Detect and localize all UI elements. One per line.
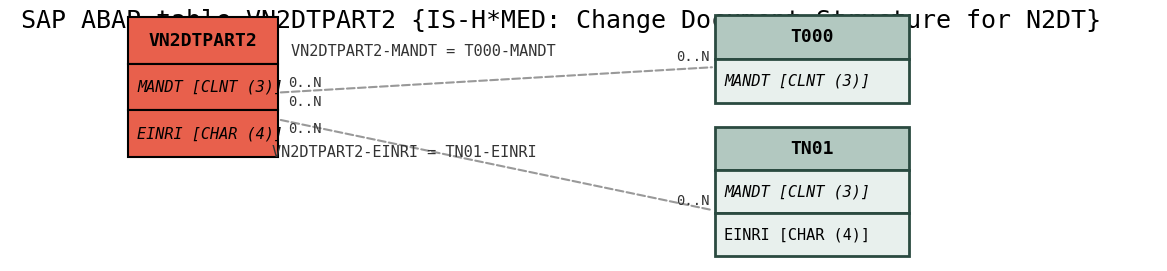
Text: EINRI [CHAR (4)]: EINRI [CHAR (4)]	[725, 227, 871, 242]
Text: 0..N: 0..N	[288, 122, 321, 136]
Text: EINRI [CHAR (4)]: EINRI [CHAR (4)]	[138, 126, 284, 141]
FancyBboxPatch shape	[127, 111, 278, 157]
FancyBboxPatch shape	[714, 15, 909, 59]
FancyBboxPatch shape	[714, 170, 909, 213]
Text: MANDT [CLNT (3)]: MANDT [CLNT (3)]	[725, 74, 871, 89]
Text: 0..N: 0..N	[677, 194, 710, 208]
FancyBboxPatch shape	[714, 213, 909, 256]
FancyBboxPatch shape	[714, 127, 909, 170]
FancyBboxPatch shape	[127, 18, 278, 64]
Text: SAP ABAP table VN2DTPART2 {IS-H*MED: Change Document Structure for N2DT}: SAP ABAP table VN2DTPART2 {IS-H*MED: Cha…	[21, 9, 1100, 33]
Text: MANDT [CLNT (3)]: MANDT [CLNT (3)]	[725, 184, 871, 199]
Text: T000: T000	[790, 28, 833, 46]
FancyBboxPatch shape	[714, 59, 909, 103]
Text: MANDT [CLNT (3)]: MANDT [CLNT (3)]	[138, 80, 284, 95]
Text: 0..N: 0..N	[288, 76, 321, 90]
Text: TN01: TN01	[790, 140, 833, 158]
Text: VN2DTPART2-EINRI = TN01-EINRI: VN2DTPART2-EINRI = TN01-EINRI	[272, 146, 537, 160]
Text: 0..N: 0..N	[288, 95, 321, 109]
FancyBboxPatch shape	[127, 64, 278, 111]
Text: VN2DTPART2-MANDT = T000-MANDT: VN2DTPART2-MANDT = T000-MANDT	[292, 44, 555, 59]
Text: VN2DTPART2: VN2DTPART2	[148, 32, 257, 50]
Text: 0..N: 0..N	[677, 50, 710, 64]
